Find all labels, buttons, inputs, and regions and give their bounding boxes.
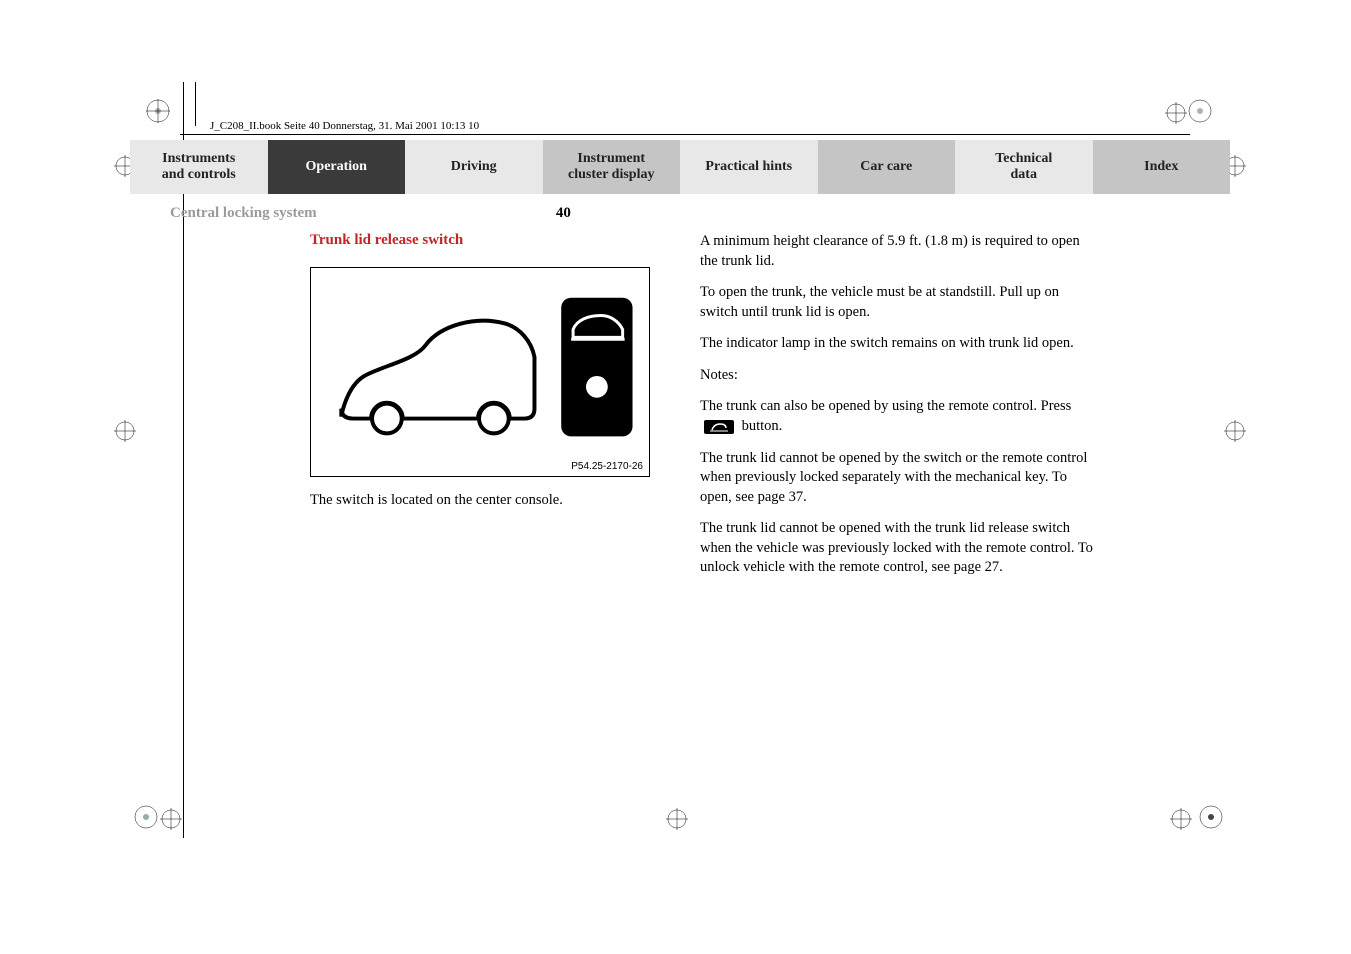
tab-practical-hints[interactable]: Practical hints — [680, 140, 818, 194]
crop-mark-circle-icon — [133, 804, 159, 830]
manual-tab-bar: Instrumentsand controls Operation Drivin… — [130, 140, 1230, 194]
figure-caption: P54.25-2170-26 — [571, 461, 643, 472]
print-header-rule — [180, 134, 1190, 135]
trunk-release-button-icon — [704, 420, 734, 434]
crop-mark-cross-icon — [1170, 808, 1192, 830]
crop-mark-cross-icon — [1165, 102, 1187, 124]
left-column: Trunk lid release switch P54.25-2170-26 … — [310, 232, 680, 523]
section-title: Central locking system — [170, 205, 317, 222]
tab-label: Instrument — [577, 151, 645, 166]
tab-label: Practical hints — [705, 159, 792, 175]
tab-operation[interactable]: Operation — [268, 140, 406, 194]
section-header: Central locking system 40 — [170, 205, 1190, 222]
crop-mark-cross-icon — [114, 420, 136, 442]
body-paragraph: A minimum height clearance of 5.9 ft. (1… — [700, 232, 1094, 271]
tab-driving[interactable]: Driving — [405, 140, 543, 194]
body-paragraph: The trunk lid cannot be opened with the … — [700, 519, 1094, 578]
tab-label: Operation — [306, 159, 367, 175]
tab-label: and controls — [162, 167, 236, 182]
body-paragraph: To open the trunk, the vehicle must be a… — [700, 283, 1094, 322]
crop-mark-cross-icon — [1224, 420, 1246, 442]
notes-label: Notes: — [700, 366, 1094, 386]
crop-mark-circle-icon — [1187, 98, 1213, 124]
tab-label: Technical — [995, 151, 1052, 166]
crop-mark-circle-icon — [1198, 804, 1224, 830]
tab-car-care[interactable]: Car care — [818, 140, 956, 194]
right-column: A minimum height clearance of 5.9 ft. (1… — [700, 232, 1094, 590]
crop-mark-cross-icon — [160, 808, 182, 830]
tab-index[interactable]: Index — [1093, 140, 1231, 194]
body-paragraph: The indicator lamp in the switch remains… — [700, 334, 1094, 354]
tab-label: Instruments — [162, 151, 235, 166]
body-paragraph: The trunk lid cannot be opened by the sw… — [700, 449, 1094, 508]
tab-instrument-cluster-display[interactable]: Instrumentcluster display — [543, 140, 681, 194]
car-silhouette-icon — [311, 268, 649, 476]
subsection-heading: Trunk lid release switch — [310, 232, 680, 249]
crop-line-vertical — [183, 82, 184, 838]
print-header: J_C208_II.book Seite 40 Donnerstag, 31. … — [210, 120, 479, 134]
tab-label: Driving — [451, 159, 497, 175]
page-number: 40 — [533, 205, 593, 222]
tab-label: data — [1011, 167, 1037, 182]
body-text-segment: button. — [742, 418, 783, 434]
tab-label: Car care — [860, 159, 912, 175]
left-body-text: The switch is located on the center cons… — [310, 491, 680, 511]
tab-label: cluster display — [568, 167, 654, 182]
body-text-segment: The trunk can also be opened by using th… — [700, 398, 1071, 414]
crop-line-vertical — [195, 82, 196, 126]
tab-instruments-controls[interactable]: Instrumentsand controls — [130, 140, 268, 194]
tab-label: Index — [1144, 159, 1178, 175]
tab-technical-data[interactable]: Technicaldata — [955, 140, 1093, 194]
crop-mark-circle-icon — [145, 98, 171, 124]
body-paragraph: The trunk can also be opened by using th… — [700, 397, 1094, 436]
crop-mark-cross-icon — [666, 808, 688, 830]
trunk-release-switch-figure: P54.25-2170-26 — [310, 267, 650, 477]
